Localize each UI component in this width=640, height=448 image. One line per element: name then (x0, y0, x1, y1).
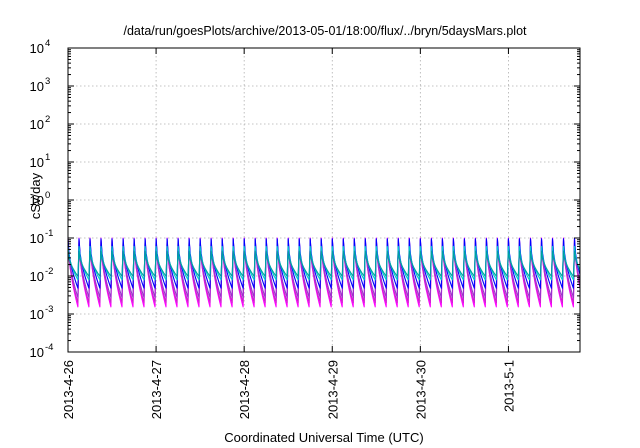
y-tick-label: 10 (30, 307, 44, 322)
x-tick-label: 2013-4-29 (325, 360, 340, 419)
y-tick-label-exponent: 1 (45, 152, 50, 163)
y-tick-label-exponent: 4 (45, 38, 50, 49)
y-tick-label: 10 (30, 269, 44, 284)
y-tick-label: 10 (30, 231, 44, 246)
series-line (67, 250, 581, 277)
y-tick-label-exponent: -1 (45, 228, 53, 239)
chart-title: /data/run/goesPlots/archive/2013-05-01/1… (123, 24, 527, 38)
y-tick-label-exponent: 3 (45, 76, 50, 87)
series-line (67, 240, 581, 304)
x-tick-label: 2013-4-26 (61, 360, 76, 419)
x-tick-label: 2013-4-28 (237, 360, 252, 419)
y-tick-label: 10 (30, 155, 44, 170)
y-tick-label: 10 (30, 117, 44, 132)
x-tick-label: 2013-5-1 (501, 360, 516, 412)
y-axis-label: cSv/day (28, 172, 43, 219)
y-tick-label: 10 (30, 41, 44, 56)
y-tick-label: 10 (30, 79, 44, 94)
y-tick-label-exponent: -2 (45, 266, 53, 277)
x-tick-label: 2013-4-27 (149, 360, 164, 419)
plot-series-group (67, 237, 581, 308)
grid (67, 48, 580, 352)
y-tick-label-exponent: -4 (45, 342, 53, 353)
y-tick-label: 10 (30, 345, 44, 360)
y-tick-label-exponent: 0 (45, 190, 50, 201)
x-axis-label: Coordinated Universal Time (UTC) (224, 430, 423, 445)
y-tick-label: 10 (30, 193, 44, 208)
series-line (67, 239, 581, 299)
y-tick-label-exponent: 2 (45, 114, 50, 125)
y-tick-label-exponent: -3 (45, 304, 53, 315)
x-tick-label: 2013-4-30 (413, 360, 428, 419)
